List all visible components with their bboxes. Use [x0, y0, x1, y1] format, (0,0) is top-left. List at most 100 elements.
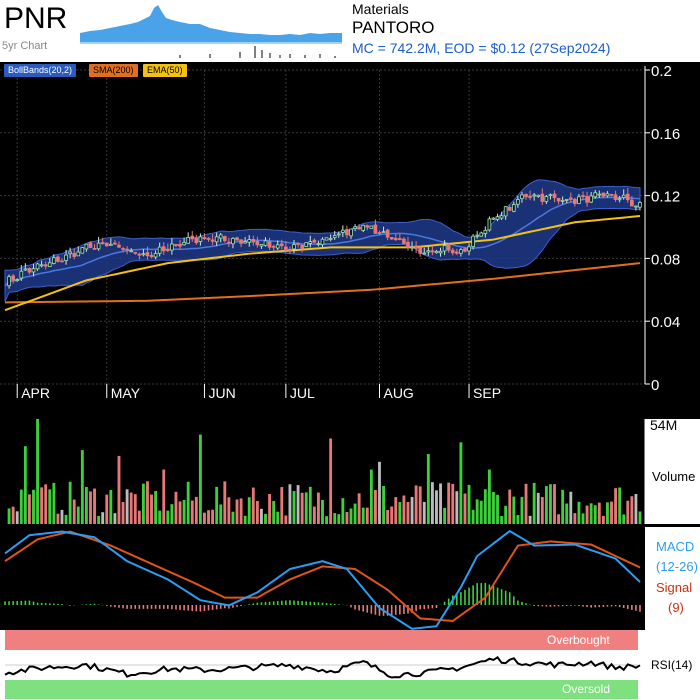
volume-series-label: Volume [652, 469, 695, 484]
candle [540, 193, 545, 202]
volume-bar [496, 494, 499, 524]
candle [589, 195, 593, 203]
candle [157, 246, 162, 254]
volume-bar [382, 486, 385, 524]
candle [84, 243, 89, 250]
volume-bar [390, 506, 394, 524]
volume-bar [97, 515, 101, 524]
candle [560, 199, 565, 202]
candle [349, 228, 353, 237]
candle [471, 235, 475, 248]
candle [617, 198, 622, 201]
volume-bar [569, 491, 573, 524]
month-label: MAY [111, 385, 141, 401]
candle [377, 232, 382, 234]
volume-bar [532, 482, 536, 524]
volume-bar [565, 503, 569, 524]
volume-bar [373, 489, 377, 524]
volume-bar [626, 500, 630, 524]
candle [365, 225, 370, 228]
volume-bar [341, 498, 345, 524]
volume-bar [459, 442, 463, 524]
five-year-label: 5yr Chart [2, 40, 48, 52]
price-tick-label: 0.2 [651, 63, 672, 80]
volume-bar [7, 508, 11, 524]
candle [581, 195, 585, 198]
volume-bar [239, 498, 243, 524]
volume-bar [557, 514, 561, 524]
candle [450, 249, 455, 254]
candle [68, 251, 72, 255]
candle [76, 251, 81, 257]
candle [231, 237, 235, 245]
candle [638, 202, 642, 208]
candle [345, 229, 349, 236]
volume-bar [80, 450, 84, 524]
volume-bar [378, 461, 381, 524]
charts-background [0, 62, 700, 700]
volume-bar [333, 513, 337, 524]
candle [174, 244, 178, 246]
volume-bar [44, 484, 48, 524]
candle [19, 270, 24, 279]
candle [446, 244, 451, 251]
volume-bar [121, 502, 125, 524]
candle [621, 194, 626, 198]
volume-bar [504, 505, 508, 524]
volume-bar [593, 505, 597, 524]
volume-bar [304, 492, 308, 524]
candle [182, 242, 186, 246]
volume-bar [622, 514, 626, 524]
candle [324, 237, 329, 241]
candle [198, 236, 203, 242]
volume-bar [549, 484, 552, 524]
candle [64, 254, 68, 261]
volume-bar [386, 509, 390, 524]
candle [275, 244, 280, 249]
volume-bar [137, 510, 141, 524]
candle [35, 263, 40, 270]
candle [263, 240, 268, 246]
volume-bar [601, 515, 605, 524]
price-tick-label: 0.12 [651, 189, 680, 206]
candle [402, 238, 406, 244]
volume-bar [150, 494, 153, 524]
volume-bar [439, 483, 442, 524]
candle [487, 218, 492, 231]
volume-bar [292, 491, 296, 524]
volume-bar [426, 454, 430, 524]
price-tick-label: 0.08 [651, 251, 680, 268]
volume-bar [610, 501, 613, 524]
candle [88, 242, 93, 248]
volume-bar [203, 512, 206, 524]
candle [630, 199, 634, 207]
volume-bar [353, 503, 357, 524]
candle [100, 242, 105, 244]
volume-bar [178, 501, 182, 524]
candle [300, 244, 304, 249]
five-year-sparkline [80, 5, 342, 58]
volume-bar [528, 515, 532, 524]
volume-bar [435, 490, 438, 524]
volume-bar [105, 494, 109, 524]
macd-params-label: (12-26) [656, 559, 698, 574]
volume-bar [101, 512, 105, 524]
volume-bar [500, 516, 504, 524]
volume-bar [561, 489, 565, 524]
volume-bar [394, 497, 398, 524]
candle [426, 250, 431, 253]
sma200-line [4, 262, 641, 304]
candle [202, 237, 207, 240]
candle [459, 249, 463, 254]
candle [528, 195, 532, 198]
macd-axis-background [645, 527, 700, 630]
volume-bar [235, 499, 239, 524]
volume-bar [146, 481, 149, 524]
candle [491, 217, 496, 220]
candle [597, 193, 602, 196]
legend-bollbands: BollBands(20,2) [4, 64, 77, 77]
candle [524, 193, 528, 198]
candle [194, 237, 199, 244]
volume-bar [398, 502, 402, 524]
volume-bar [284, 515, 288, 524]
